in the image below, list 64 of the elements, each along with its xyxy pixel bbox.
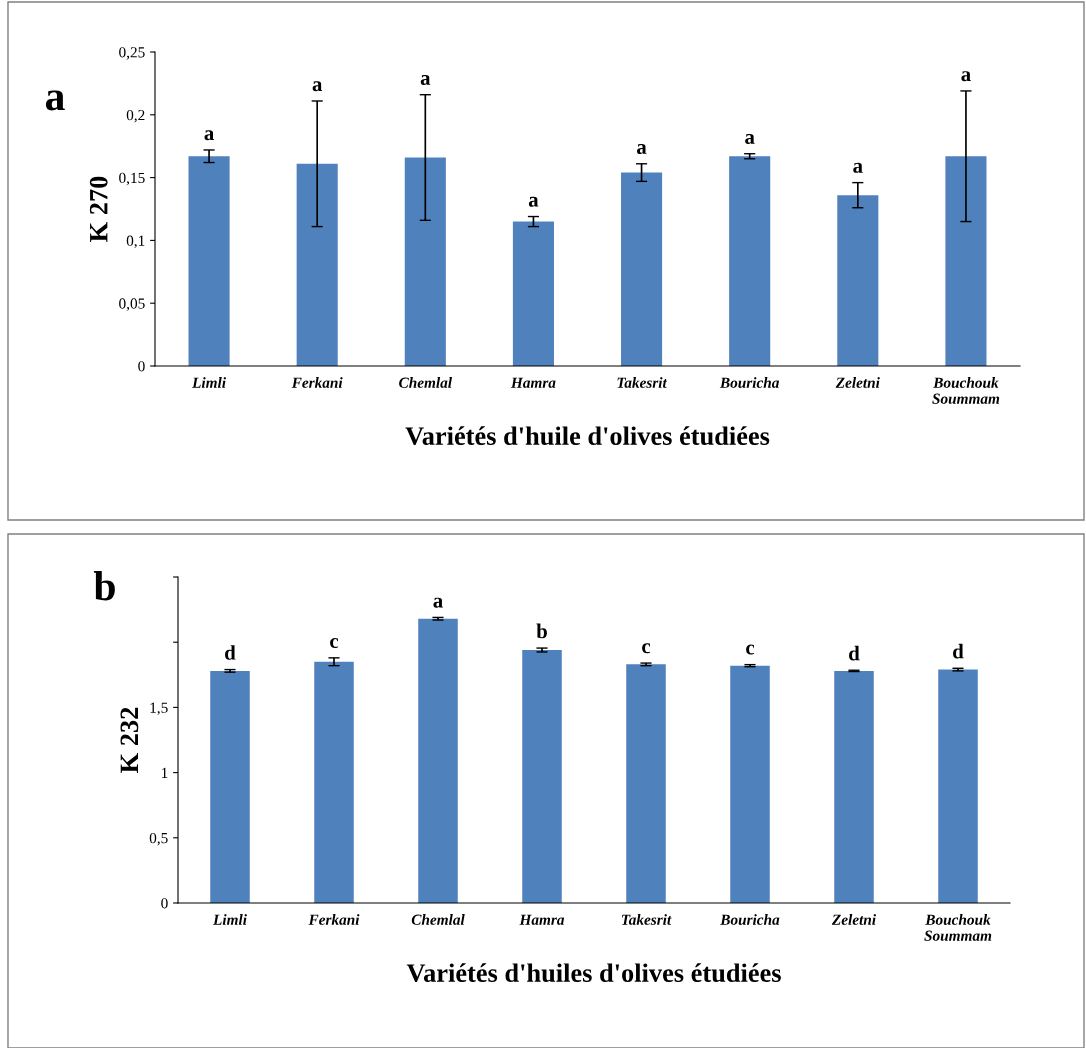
bar (404, 157, 446, 366)
x-tick-label: Ferkani (291, 377, 343, 388)
x-axis-title: Variétés d'huiles d'olives étudiées (406, 963, 781, 983)
y-tick-label: 0,1 (126, 235, 145, 249)
annotation: a (312, 81, 323, 92)
annotation: c (746, 644, 755, 655)
x-axis-title: Variétés d'huile d'olives étudiées (405, 426, 770, 446)
annotation: c (642, 643, 651, 654)
annotation: a (853, 162, 863, 173)
x-tick-label: Hamra (510, 377, 556, 388)
x-tick-label: Bouchouk Soummam (932, 377, 1000, 404)
y-tick-label: 0,15 (119, 172, 145, 186)
bar (938, 669, 978, 903)
annotation: c (330, 638, 339, 649)
y-tick-label: 0,05 (119, 298, 145, 311)
y-tick-label: 0,25 (119, 47, 145, 60)
bar (730, 665, 770, 903)
annotation: a (745, 133, 755, 144)
bar (512, 221, 554, 366)
y-tick-label: 0,2 (126, 109, 145, 123)
text: a (45, 90, 65, 111)
bar (314, 661, 354, 903)
y-axis-title: K 232 (120, 707, 139, 773)
annotation: a (204, 130, 214, 141)
annotation: a (433, 597, 443, 608)
x-tick-label: Takesrit (621, 914, 672, 925)
bar (522, 650, 562, 903)
x-tick-label: Limli (191, 377, 226, 388)
y-tick-label: 0,5 (149, 832, 168, 846)
bar (834, 670, 874, 903)
x-tick-label: Bouricha (719, 377, 780, 388)
bar (945, 156, 987, 366)
annotation: a (420, 74, 431, 85)
x-tick-label: Bouricha (720, 914, 780, 925)
x-tick-label: Takesrit (617, 377, 668, 388)
y-axis-title: K 270 (89, 176, 108, 242)
x-tick-label: Chemlal (411, 914, 465, 925)
x-tick-label: Bouchouk Soummam (924, 914, 992, 941)
x-tick-label: Zeletni (835, 377, 880, 388)
annotation: d (849, 645, 860, 661)
x-tick-label: Chemlal (399, 377, 453, 388)
annotation: d (225, 645, 236, 660)
y-tick-label: 1 (161, 767, 168, 778)
annotation: a (961, 71, 971, 82)
bar (729, 156, 771, 366)
annotation: b (536, 623, 547, 639)
annotation: a (528, 196, 539, 207)
bar (188, 156, 230, 366)
annotation: d (953, 643, 964, 659)
x-tick-label: Zeletni (831, 914, 876, 925)
bar (626, 664, 666, 903)
bar (296, 163, 338, 366)
bar (621, 172, 663, 366)
x-tick-label: Hamra (519, 914, 565, 925)
y-tick-label: 1,5 (150, 702, 168, 716)
bar (837, 195, 879, 366)
y-tick-label: 0 (138, 361, 145, 372)
y-tick-label: 0 (161, 898, 168, 909)
bar (210, 670, 250, 903)
bar (418, 618, 458, 903)
x-tick-label: Limli (212, 914, 247, 925)
chart-title: b (93, 571, 115, 601)
x-tick-label: Ferkani (308, 914, 360, 925)
annotation: a (637, 144, 647, 154)
